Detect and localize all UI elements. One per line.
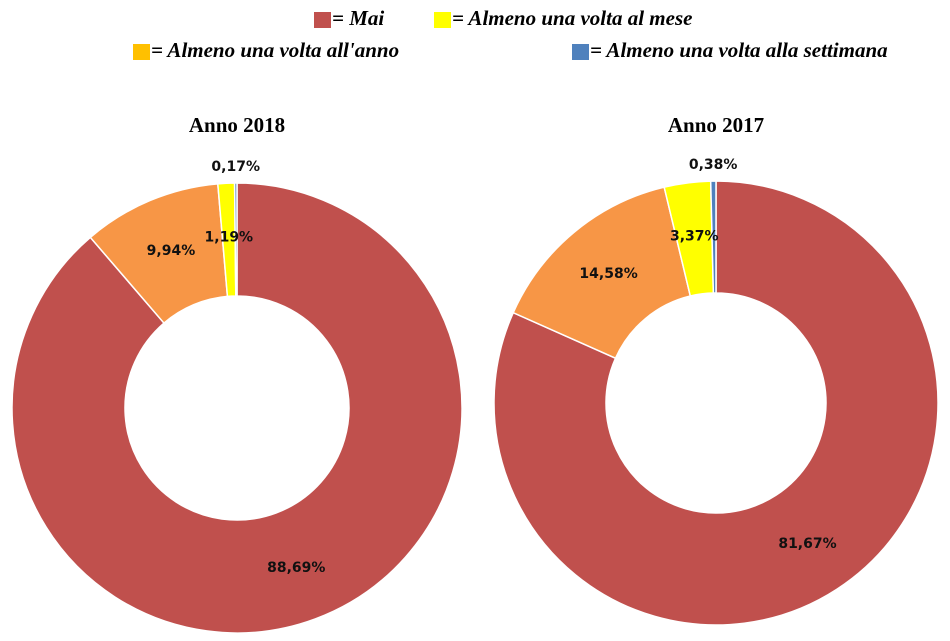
legend-swatch <box>133 44 150 60</box>
legend-label: = Almeno una volta alla settimana <box>590 38 888 62</box>
legend-swatch <box>572 44 589 60</box>
legend-label: = Almeno una volta all'anno <box>151 38 399 62</box>
chart-title: Anno 2018 <box>189 113 285 137</box>
legend-label: = Almeno una volta al mese <box>452 6 692 30</box>
donut-slice <box>11 182 463 634</box>
donut-slice <box>233 182 238 297</box>
donut-slice <box>493 180 939 626</box>
data-label: 0,17% <box>211 159 260 175</box>
legend-swatch <box>434 12 451 28</box>
data-label: 0,38% <box>689 157 738 173</box>
donut-slice <box>512 186 692 360</box>
chart-title: Anno 2017 <box>668 113 764 137</box>
data-label: 9,94% <box>147 243 196 259</box>
legend-label: = Mai <box>332 6 384 30</box>
donut-slice <box>709 180 717 294</box>
data-label: 81,67% <box>778 536 836 552</box>
data-label: 88,69% <box>267 560 325 576</box>
data-label: 1,19% <box>205 230 254 246</box>
data-label: 3,37% <box>670 228 719 244</box>
legend-swatch <box>314 12 331 28</box>
data-label: 14,58% <box>579 266 637 282</box>
